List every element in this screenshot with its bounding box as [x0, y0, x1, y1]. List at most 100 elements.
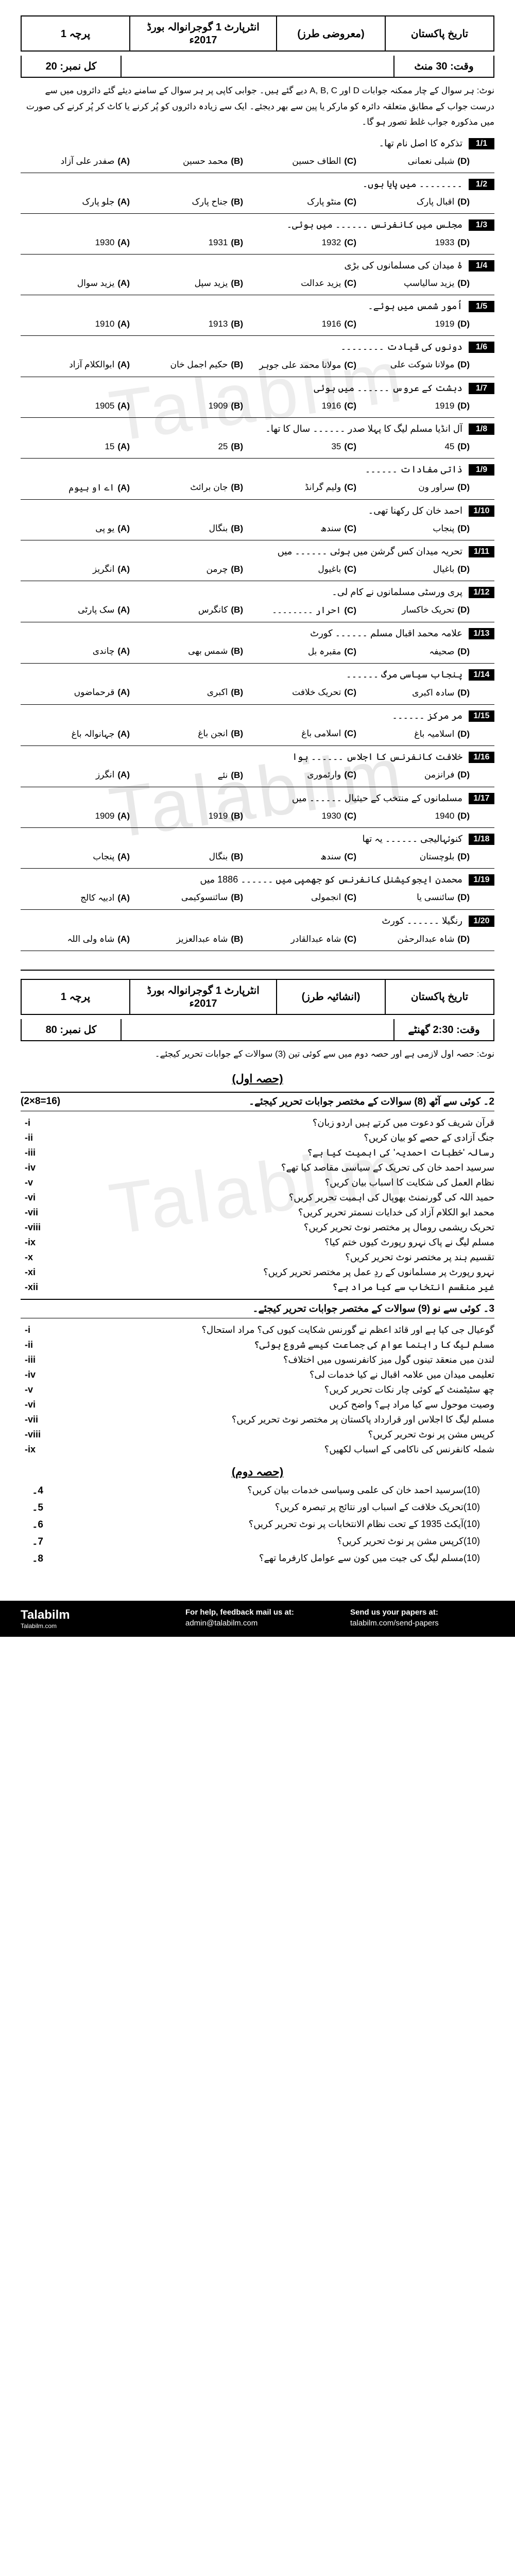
sq-number: -xii — [21, 1282, 46, 1293]
question-number: 1/8 — [469, 423, 494, 435]
board-level: انٹرپارٹ 1 گوجرانوالہ بورڈ 2017ء — [129, 980, 276, 1014]
option-label: (A) — [117, 156, 130, 166]
question-text: کنوئہالیجی ۔۔۔۔۔۔ یہ تھا — [21, 834, 465, 844]
level: انٹرپارٹ 1 گوجرانوالہ بورڈ — [147, 21, 260, 33]
option-label: (B) — [231, 852, 243, 862]
option-label: (D) — [457, 238, 470, 248]
option-text: اقبال پارک — [417, 197, 455, 207]
option-label: (C) — [344, 482, 356, 493]
mcq-option: (C)یزید عدالت — [247, 277, 360, 290]
mcq-option: (B)1909 — [134, 400, 247, 412]
mcq-option: (A)انگریز — [21, 563, 134, 575]
mcq-option: (B)1919 — [134, 810, 247, 822]
question-number: 1/1 — [469, 138, 494, 149]
option-text: سک پارٹی — [78, 605, 114, 615]
option-label: (B) — [231, 278, 243, 289]
sq-number: -ix — [21, 1237, 46, 1248]
option-text: جلو پارک — [82, 197, 114, 207]
mcq-options: (A)سک پارٹی(B)کانگرس(C)احرار ۔۔۔۔۔۔۔۔(D)… — [21, 604, 474, 617]
sq-text: رسالہ 'خطبات احمدیہ' کی اہمیت کیا ہے؟ — [46, 1147, 494, 1158]
question-text: علامہ محمد اقبال مسلم ۔۔۔۔۔۔ کورٹ — [21, 628, 465, 639]
question-text: ۔۔۔۔۔۔۔۔ میں پایا ہوں۔ — [21, 179, 465, 190]
option-text: انجن باغ — [198, 728, 228, 738]
short-question: قرآن شریف کو دعوت میں کرتے ہیں اردو زبان… — [21, 1117, 494, 1128]
option-text: کانگرس — [198, 605, 228, 615]
option-text: ولیم گرانڈ — [305, 482, 341, 492]
mcq-option: (C)وارئموری — [247, 769, 360, 782]
option-label: (A) — [117, 278, 130, 289]
option-label: (B) — [231, 605, 243, 615]
option-label: (D) — [457, 605, 470, 615]
option-text: مولانا شوکت علی — [390, 360, 455, 369]
lq-number: 6۔ — [21, 1519, 43, 1531]
sq-text: محمد ابو الکلام آزاد کی خدایات نسمتر تحر… — [46, 1207, 494, 1218]
footer-brand: Talabilm Talabilm.com — [10, 1608, 175, 1630]
sq-text: وصیت موحول سے کیا مراد ہے؟ واضح کریں — [46, 1399, 494, 1410]
option-text: یو پی — [95, 523, 114, 533]
question-number: 1/2 — [469, 179, 494, 190]
option-label: (A) — [117, 319, 130, 329]
mcq-options: (A)انگرز(B)نئے(C)وارئموری(D)فرانزمن — [21, 769, 474, 782]
mcq-option: (D)سراور ون — [360, 481, 474, 494]
sq-text: تعلیمی میدان میں علامہ اقبال نے کیا خدما… — [46, 1369, 494, 1380]
option-text: بلوچستان — [420, 852, 455, 861]
option-text: 25 — [218, 442, 228, 451]
option-label: (A) — [117, 852, 130, 862]
page-footer: Talabilm Talabilm.com For help, feedback… — [0, 1601, 515, 1637]
mcq-option: (B)حکیم اجمل خان — [134, 359, 247, 371]
sq-number: -vii — [21, 1207, 46, 1218]
mcq-option: (B)25 — [134, 440, 247, 453]
sq-text: نہرو رپورٹ پر مسلمانوں کے ردِ عمل پر مخت… — [46, 1267, 494, 1278]
mcq-option: (B)1931 — [134, 236, 247, 249]
mcq-options: (A)انگریز(B)چرمن(C)باغیول(D)باغیال — [21, 563, 474, 575]
mcq-row: 1/7دہشت کے عروس ۔۔۔۔۔۔ میں ہوئی — [21, 380, 494, 397]
mcq-option: (B)بنگال — [134, 522, 247, 535]
option-text: بنگال — [209, 852, 228, 861]
option-label: (D) — [457, 564, 470, 574]
mcq-section: 1/1تذکرہ کا اصل نام تھا۔(A)صفدر علی آزاد… — [21, 135, 494, 951]
option-text: 15 — [105, 442, 114, 451]
mcq-option: (A)1930 — [21, 236, 134, 249]
option-label: (A) — [117, 564, 130, 574]
option-text: حکیم اجمل خان — [170, 360, 228, 369]
long-questions: (10)سرسید احمد خان کی علمی وسیاسی خدمات … — [21, 1485, 494, 1565]
option-label: (A) — [117, 442, 130, 452]
mcq-option: (B)اکبری — [134, 686, 247, 699]
long-question: (10)سرسید احمد خان کی علمی وسیاسی خدمات … — [21, 1485, 494, 1497]
sq-number: -x — [21, 1252, 46, 1263]
option-text: قرحماضوں — [74, 687, 115, 697]
option-text: شاہ عبدالقادر — [291, 934, 341, 944]
sq-text: لندن میں منعقد تینوں گول میز کانفرنسوں م… — [46, 1354, 494, 1365]
question-number: 1/17 — [469, 793, 494, 804]
mcq-row: 1/10احمد خان کل رکھنا تھی۔ — [21, 503, 494, 519]
mcq-row: 1/9ذاتی مفادات ۔۔۔۔۔۔ — [21, 462, 494, 478]
option-text: سادہ اکبری — [412, 688, 454, 698]
mcq-option: (D)اقبال پارک — [360, 196, 474, 208]
long-question: (10)تحریک خلافت کے اسباب اور نتائج پر تب… — [21, 1502, 494, 1514]
question-text: تحریہ میدان کس گرشن میں ہوئی ۔۔۔۔۔۔ میں — [21, 546, 465, 557]
mcq-option: (A)چاندی — [21, 645, 134, 658]
sq-number: -vi — [21, 1399, 46, 1410]
option-text: 45 — [444, 442, 454, 451]
question-text: مجلس میں کانفرنس ۔۔۔۔۔۔ میں ہوئی۔ — [21, 219, 465, 230]
option-label: (C) — [344, 564, 356, 574]
option-text: اکبری — [207, 687, 228, 697]
mcq-row: 1/20رنگیلا ۔۔۔۔۔۔ کورٹ — [21, 913, 494, 929]
option-label: (C) — [344, 523, 356, 534]
mcq-options: (A)1930(B)1931(C)1932(D)1933 — [21, 236, 474, 249]
mcq-option: (A)شاہ ولی اللہ — [21, 933, 134, 945]
short-question: شملہ کانفرنس کی ناکامی کے اسباب لکھیں؟-i… — [21, 1444, 494, 1455]
mcq-option: (D)تحریک خاکسار — [360, 604, 474, 617]
option-label: (D) — [457, 811, 470, 821]
mcq-option: (A)یو پی — [21, 522, 134, 535]
option-label: (A) — [117, 893, 130, 903]
option-label: (C) — [344, 156, 356, 166]
footer-email: For help, feedback mail us at: admin@tal… — [175, 1608, 340, 1630]
email-address: admin@talabilm.com — [185, 1619, 330, 1628]
time: وقت: 30 منٹ — [393, 56, 493, 77]
option-text: 1916 — [322, 319, 341, 329]
lq-text: مسلم لیگ کی جیت میں کون سے عوامل کارفرما… — [43, 1553, 464, 1564]
mcq-option: (A)1909 — [21, 810, 134, 822]
mcq-option: (B)شاہ عبدالعزیز — [134, 933, 247, 945]
option-label: (C) — [344, 687, 356, 698]
